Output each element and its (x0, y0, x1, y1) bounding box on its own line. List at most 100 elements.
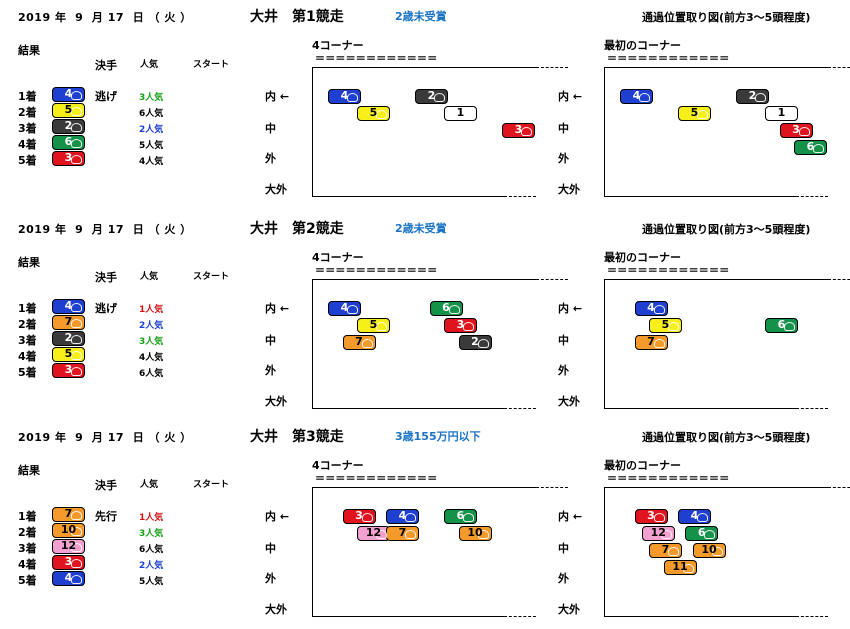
corner1-box-tail-top (828, 67, 850, 68)
race-section: 2019 年 9 月 17 日 （ 火 ） 大井 第1競走 2歳未受賞 通過位置取り図… (0, 0, 850, 205)
corner1-box-bottom (604, 408, 796, 409)
result-popularity: 2人気 (139, 561, 164, 571)
column-header-popularity: 人気 (140, 272, 159, 282)
result-rank: 1着 (18, 510, 37, 523)
race-title: 大井 第1競走 (250, 9, 344, 25)
corner4-dash-line: ＝＝＝＝＝＝＝＝＝＝＝＝ (315, 474, 438, 485)
horse-number-badge: 5 (52, 347, 85, 362)
corner4-box-tail-top (536, 279, 568, 280)
results-label: 結果 (18, 44, 40, 57)
race-class: 2歳未受賞 (395, 10, 447, 23)
horse-number: 4 (64, 299, 73, 312)
race-date: 2019 年 9 月 17 日 （ 火 ） (18, 11, 192, 24)
horse-number-badge: 5 (52, 103, 85, 118)
horse-number-badge: 10 (458, 526, 492, 541)
horse-number-badge: 6 (685, 526, 719, 541)
horse-number-badge: 2 (415, 89, 448, 104)
corner1-dash-line: ＝＝＝＝＝＝＝＝＝＝＝＝ (607, 54, 730, 65)
horse-number-badge: 6 (52, 135, 85, 150)
result-rank: 3着 (18, 542, 37, 555)
horse-number: 7 (647, 335, 655, 348)
lane-label: 大外 (558, 603, 580, 616)
race-title: 大井 第2競走 (250, 221, 344, 237)
result-popularity: 1人気 (139, 513, 164, 523)
result-rank: 2着 (18, 318, 37, 331)
corner4-label: 4コーナー (312, 251, 364, 264)
result-rank: 3着 (18, 334, 37, 347)
corner4-position-box (312, 67, 536, 197)
lane-label: 中 (558, 334, 569, 347)
horse-number-badge: 6 (429, 301, 463, 316)
horse-number-badge: 12 (52, 539, 85, 554)
lane-label: 内 ← (265, 302, 290, 315)
horse-number: 12 (60, 539, 77, 552)
corner1-position-box (604, 67, 828, 197)
horse-number-badge: 5 (678, 106, 711, 121)
race-class: 3歳155万円以下 (395, 430, 481, 443)
horse-number-badge: 3 (502, 123, 535, 138)
corner4-box-tail-top (536, 487, 568, 488)
result-popularity: 5人気 (139, 577, 164, 587)
horse-number-badge: 6 (765, 318, 798, 333)
horse-number-badge: 4 (634, 301, 668, 316)
result-rank: 4着 (18, 350, 37, 363)
horse-number: 3 (64, 151, 73, 164)
column-header-tactic: 決手 (95, 479, 117, 492)
horse-number: 7 (661, 543, 670, 556)
winner-tactic: 逃げ (95, 302, 117, 315)
result-popularity: 2人気 (139, 125, 164, 135)
horse-number: 3 (355, 509, 363, 522)
horse-number-badge: 4 (52, 299, 85, 314)
lane-label: 大外 (558, 395, 580, 408)
corner4-position-box (312, 487, 536, 617)
horse-number: 11 (672, 560, 688, 573)
diagram-title: 通過位置取り図(前方3～5頭程度) (642, 223, 811, 236)
horse-number-badge: 10 (52, 523, 85, 538)
result-popularity: 3人気 (139, 93, 164, 103)
horse-number: 6 (697, 526, 706, 539)
horse-number: 6 (442, 301, 450, 314)
corner4-box-tail-bottom (504, 408, 536, 409)
corner4-position-box (312, 279, 536, 409)
horse-number-badge: 11 (663, 560, 697, 575)
horse-number: 5 (369, 106, 378, 119)
winner-tactic: 先行 (95, 510, 117, 523)
corner1-label: 最初のコーナー (604, 251, 681, 264)
result-popularity: 1人気 (139, 305, 164, 315)
corner1-box-tail-bottom (796, 616, 828, 617)
lane-label: 大外 (265, 183, 287, 196)
horse-number: 3 (514, 123, 523, 136)
horse-number-badge: 7 (52, 507, 85, 522)
lane-label: 外 (558, 572, 569, 585)
horse-number: 5 (64, 347, 73, 360)
result-popularity: 6人気 (139, 109, 164, 119)
horse-number-badge: 1 (444, 106, 477, 121)
horse-number: 4 (64, 571, 73, 584)
horse-number: 1 (777, 106, 786, 119)
horse-number: 5 (64, 103, 73, 116)
horse-number-badge: 12 (357, 526, 390, 541)
horse-number-badge: 5 (357, 106, 390, 121)
horse-number-badge: 1 (765, 106, 798, 121)
corner1-box-bottom (604, 616, 796, 617)
corner4-box-bottom (312, 616, 504, 617)
corner4-box-tail-bottom (504, 196, 536, 197)
result-rank: 5着 (18, 366, 37, 379)
lane-label: 中 (558, 122, 569, 135)
corner1-box-tail-top (828, 279, 850, 280)
lane-label: 外 (558, 364, 569, 377)
corner1-position-box (604, 279, 828, 409)
lane-label: 大外 (558, 183, 580, 196)
horse-number: 2 (427, 89, 436, 102)
result-rank: 5着 (18, 154, 37, 167)
lane-label: 内 ← (265, 510, 290, 523)
corner1-box-tail-top (828, 487, 850, 488)
horse-number: 2 (64, 119, 73, 132)
horse-number: 10 (467, 526, 483, 539)
diagram-title: 通過位置取り図(前方3～5頭程度) (642, 11, 811, 24)
horse-number-badge: 7 (649, 543, 682, 558)
corner1-label: 最初のコーナー (604, 459, 681, 472)
corner1-box-tail-bottom (796, 196, 828, 197)
horse-number: 3 (456, 318, 465, 331)
lane-label: 内 ← (558, 302, 583, 315)
